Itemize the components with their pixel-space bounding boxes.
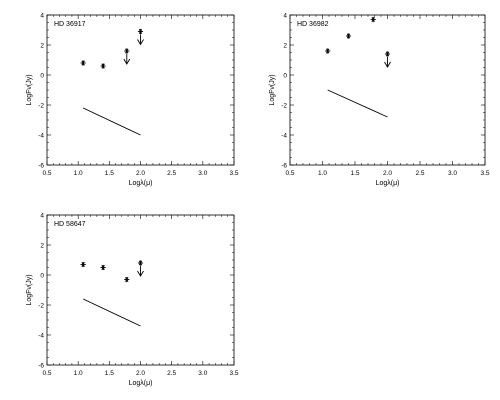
panel-1-xtick-label: 2.0 [136,170,145,177]
panel-3-xlabel: Logλ(μ) [129,380,153,387]
panel-2-ytick-label: -2 [281,102,287,109]
panel-2-xtick-label: 0.5 [285,170,294,177]
panel-2-point-2 [345,33,352,39]
panel-3-xtick-label: 1.5 [105,370,114,377]
panel-2-xtick-label: 3.0 [448,170,457,177]
panel-1-upper-limit-arrow-1 [123,54,131,65]
panel-1-point-1 [80,60,86,66]
panel-1-title: HD 36917 [54,21,86,28]
panel-1-ytick-label: -2 [38,102,44,109]
panel-1-xtick-label: 2.5 [167,170,176,177]
panel-1-xtick-label: 3.5 [229,170,238,177]
panel-2-model-line [327,89,388,118]
panel-2: 0.5 1.0 1.5 2.0 2.5 3.0 3.5 -6 -4 -2 0 2 4 Logλ(μ) Log… [269,12,490,187]
panel-2-ytick-label: -4 [281,132,287,139]
panel-1-ytick-label: 4 [40,12,44,19]
panel-1-point-3 [124,48,130,54]
panel-3-xtick-label: 3.5 [229,370,238,377]
panel-3-xtick-label: 2.5 [167,370,176,377]
panel-3-point-3 [124,276,130,283]
panel-1-ylabel: LogFν(Jy) [26,74,33,105]
panel-1-ytick-label: -4 [38,132,44,139]
panel-2-point-3 [370,16,376,23]
panel-1-ytick-label: 0 [40,72,44,79]
panel-2-xtick-label: 2.0 [383,170,392,177]
panel-2-ytick-label: 4 [283,12,287,19]
panel-3-ytick-label: 0 [40,272,44,279]
panel-2-point-1 [325,48,331,54]
panel-3-ytick-label: -4 [38,332,44,339]
panel-1-point-4 [137,28,144,35]
panel-3-point-2 [100,264,106,271]
panel-1-xtick-label: 3.0 [198,170,207,177]
panel-3-point-1 [80,261,86,268]
panel-2-xtick-label: 1.5 [350,170,359,177]
panel-1-xtick-label: 0.5 [42,170,51,177]
panel-1-ytick-label: -6 [38,162,44,169]
panel-3-ytick-label: -2 [38,302,44,309]
panel-1-point-2 [100,63,106,69]
panel-2-upper-limit-arrow-1 [384,57,391,68]
panel-2-frame [289,14,486,166]
panel-2-xtick-label: 1.0 [318,170,327,177]
panel-3-xtick-label: 0.5 [42,370,51,377]
panel-2-point-4 [384,51,391,57]
panel-3-xtick-label: 2.0 [136,370,145,377]
panel-3-xtick-label: 1.0 [74,370,83,377]
panel-3: 0.5 1.0 1.5 2.0 2.5 3.0 3.5 -6 -4 -2 0 2 4 Logλ(μ) Log… [26,212,239,387]
panel-3-frame [46,214,235,366]
panel-2-ylabel: LogFν(Jy) [269,74,276,105]
panel-1-xtick-label: 1.0 [74,170,83,177]
panel-2-title: HD 36982 [297,21,329,28]
panel-2-xtick-label: 3.5 [480,170,489,177]
panel-3-ytick-label: 4 [40,212,44,219]
panel-1: 0.5 1.0 1.5 2.0 2.5 3.0 3.5 -6 -4 -2 0 2 4 Logλ(μ) Log… [26,12,239,187]
panel-3-ytick-label: -6 [38,362,44,369]
panel-3-title: HD 58647 [54,221,86,228]
panel-2-ytick-label: 2 [283,42,287,49]
panel-3-point-4 [137,260,144,266]
panel-2-xtick-label: 2.5 [415,170,424,177]
panel-2-ytick-label: 0 [283,72,287,79]
panel-3-ylabel: LogFν(Jy) [26,274,33,305]
panel-1-ytick-label: 2 [40,42,44,49]
panel-2-ytick-label: -6 [281,162,287,169]
panel-3-ytick-label: 2 [40,242,44,249]
panel-1-model-line [82,107,141,136]
panel-1-xlabel: Logλ(μ) [129,180,153,187]
panel-3-model-line [82,298,141,327]
panel-3-xtick-label: 3.0 [198,370,207,377]
panel-1-xtick-label: 1.5 [105,170,114,177]
panel-2-xlabel: Logλ(μ) [376,180,400,187]
panel-1-upper-limit-arrow-2 [137,34,144,46]
panel-3-upper-limit-arrow-1 [137,266,144,277]
